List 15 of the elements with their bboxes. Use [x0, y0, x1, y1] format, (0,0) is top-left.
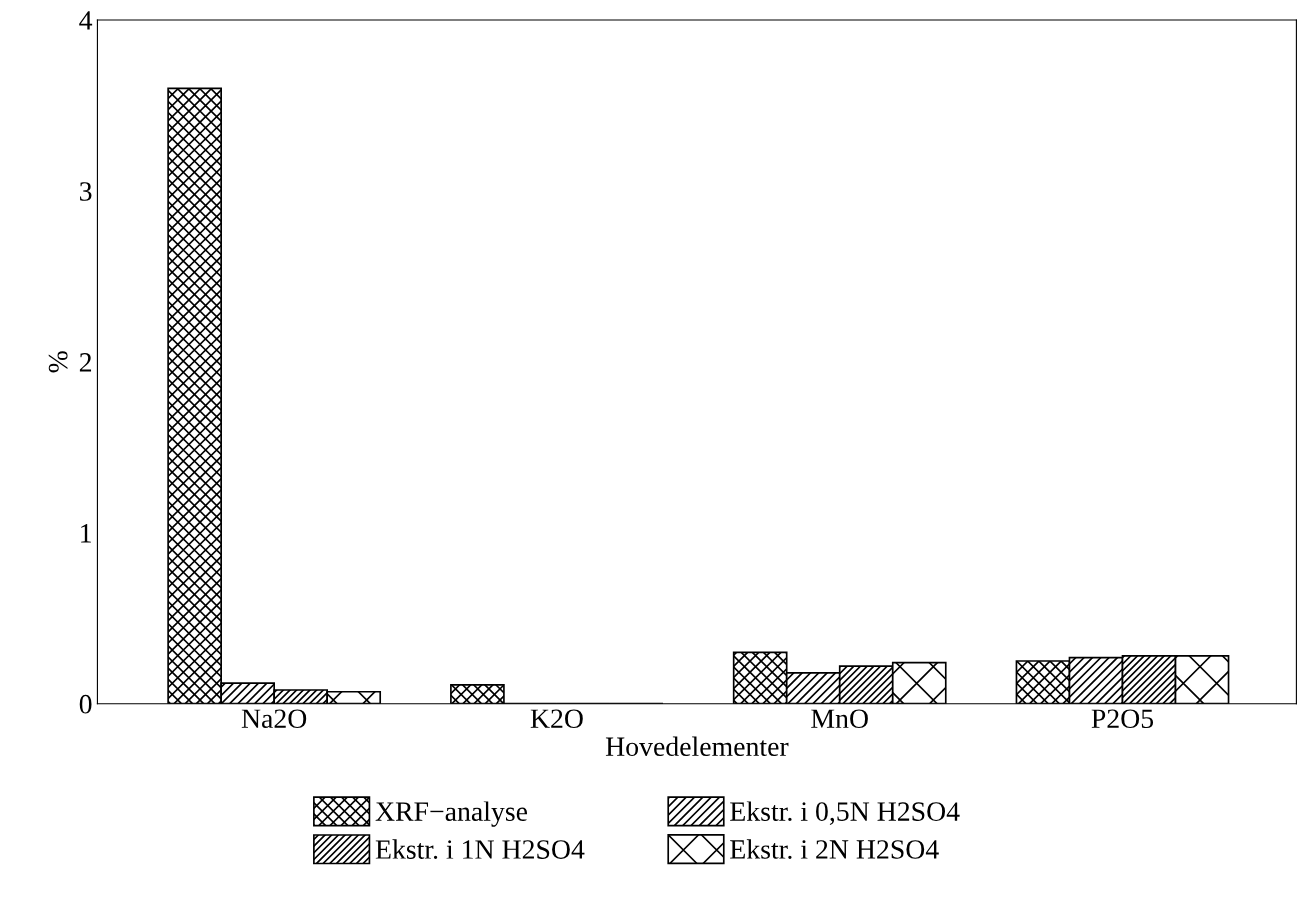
y-tick-label: 2 [79, 353, 92, 372]
x-tick-label: Na2O [241, 709, 307, 729]
x-tick-label: K2O [530, 709, 583, 729]
legend-label: Ekstr. i 1N H2SO4 [375, 839, 585, 860]
legend-label: Ekstr. i 2N H2SO4 [730, 839, 939, 859]
y-tick-label: 1 [81, 524, 91, 543]
x-axis-title: Hovedelementer [605, 736, 789, 757]
legend-label: Ekstr. i 0,5N H2SO4 [730, 801, 960, 825]
y-axis-title: % [48, 351, 68, 373]
x-tick-label: P2O5 [1091, 709, 1154, 729]
y-tick-label: 3 [80, 182, 92, 201]
y-tick-label: 0 [79, 694, 92, 714]
x-tick-label: MnO [811, 709, 868, 729]
y-tick-label: 4 [79, 11, 93, 30]
legend-label: XRF−analyse [375, 801, 528, 827]
